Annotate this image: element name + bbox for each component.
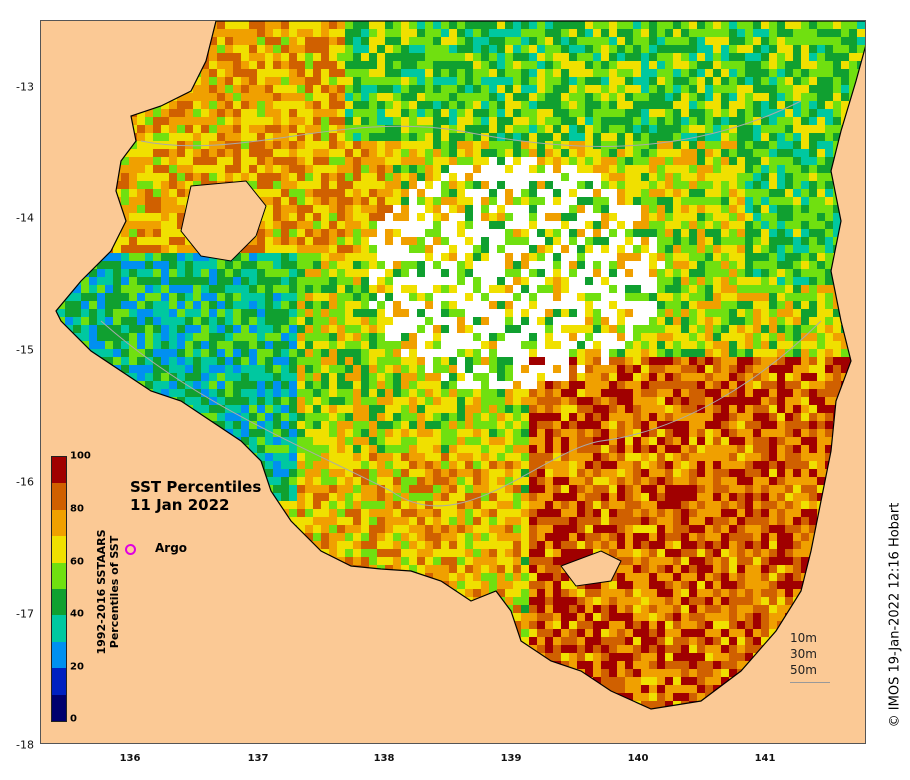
colorbar-segment (52, 457, 66, 484)
colorbar-title-line2: Percentiles of SST (108, 535, 121, 649)
colorbar-segment (52, 589, 66, 616)
x-tick-137: 137 (247, 753, 269, 764)
y-tick-13: -13 (16, 80, 34, 94)
y-tick-17: -17 (16, 607, 34, 621)
island-land (180, 180, 267, 262)
depth-label-10m: 10m (790, 631, 817, 645)
coastline (55, 21, 865, 710)
argo-legend-label: Argo (155, 541, 188, 555)
y-tick-15: -15 (16, 343, 34, 357)
inlet-land (560, 550, 622, 587)
colorbar-tick-60: 60 (70, 556, 84, 568)
colorbar-segment (52, 483, 66, 510)
depth-legend-line (790, 682, 830, 683)
y-tick-18: -18 (16, 738, 34, 752)
colorbar-tick-20: 20 (70, 661, 84, 673)
argo-marker-icon (125, 544, 136, 555)
map-date: 11 Jan 2022 (130, 496, 230, 514)
map-frame (40, 20, 866, 744)
colorbar-segment (52, 509, 66, 537)
depth-label-30m: 30m (790, 647, 817, 661)
y-tick-14: -14 (16, 211, 34, 225)
depth-label-50m: 50m (790, 663, 817, 677)
credit-text: © IMOS 19-Jan-2022 12:16 Hobart (887, 502, 903, 728)
colorbar-title: 1992-2016 SSTAARS Percentiles of SST (95, 529, 121, 654)
colorbar-tick-0: 0 (70, 713, 77, 725)
x-tick-139: 139 (500, 753, 522, 764)
depth-contour (100, 100, 822, 507)
x-tick-141: 141 (754, 753, 776, 764)
map-title: SST Percentiles (130, 478, 262, 496)
colorbar-title-line1: 1992-2016 SSTAARS (95, 529, 108, 655)
colorbar-tick-80: 80 (70, 503, 84, 515)
depth-legend: 10m 30m 50m (790, 630, 817, 678)
colorbar-tick-100: 100 (70, 450, 91, 462)
colorbar-segment (52, 694, 66, 721)
x-tick-136: 136 (119, 753, 141, 764)
x-tick-140: 140 (627, 753, 649, 764)
sst-map (55, 21, 865, 710)
colorbar-segment (52, 615, 66, 642)
y-tick-16: -16 (16, 475, 34, 489)
colorbar-segment (52, 641, 66, 669)
x-tick-138: 138 (373, 753, 395, 764)
colorbar-segment (52, 562, 66, 589)
colorbar (51, 456, 67, 722)
colorbar-segment (52, 668, 66, 695)
colorbar-segment (52, 536, 66, 563)
colorbar-tick-40: 40 (70, 608, 84, 620)
